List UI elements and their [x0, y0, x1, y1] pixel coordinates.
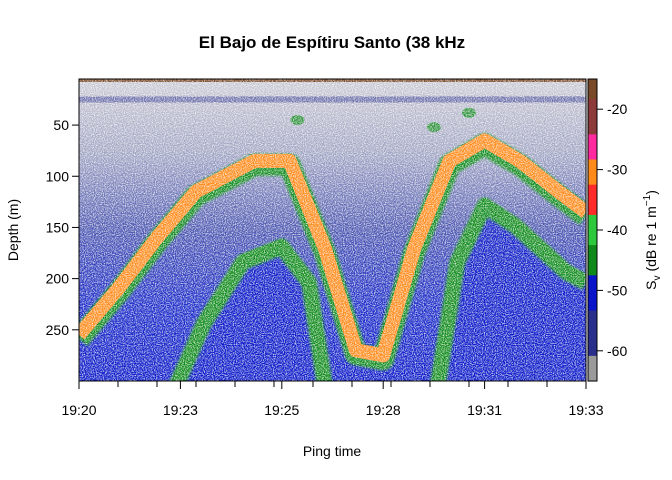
colorbar-swatch	[588, 179, 597, 186]
y-tick-label: 150	[46, 219, 70, 235]
colorbar-swatch	[588, 320, 597, 327]
colorbar-swatch	[588, 169, 597, 176]
y-axis: 50 100 150 200 250	[46, 79, 80, 381]
x-tick-label: 19:20	[61, 402, 96, 418]
y-axis-label: Depth (m)	[5, 199, 21, 261]
colorbar-swatch	[588, 194, 597, 201]
colorbar-swatch	[588, 375, 597, 382]
colorbar-swatch	[588, 114, 597, 120]
colorbar-swatch	[588, 154, 597, 161]
colorbar-swatch	[588, 295, 597, 302]
colorbar-swatch	[588, 335, 597, 342]
colorbar-swatch	[588, 265, 597, 271]
colorbar-swatch	[588, 104, 597, 110]
x-tick-label: 19:33	[568, 402, 603, 418]
colorbar-swatch	[588, 340, 597, 347]
colorbar-swatch	[588, 330, 597, 337]
colorbar-swatch	[588, 250, 597, 256]
colorbar-swatch	[588, 310, 597, 317]
colorbar-tick-label: -40	[607, 222, 627, 238]
colorbar-swatch	[588, 355, 597, 362]
colorbar-swatch	[588, 280, 597, 286]
colorbar-swatch	[588, 219, 597, 226]
colorbar-swatch	[588, 240, 597, 246]
colorbar-swatch	[588, 305, 597, 312]
colorbar-swatch	[588, 189, 597, 196]
colorbar-swatch	[588, 275, 597, 281]
colorbar-label-close: )	[643, 190, 659, 195]
colorbar-swatch	[588, 99, 597, 105]
colorbar-swatch	[588, 94, 597, 100]
colorbar-swatch	[588, 84, 597, 90]
y-tick-label: 200	[46, 271, 70, 287]
x-tick-label: 19:31	[467, 402, 502, 418]
colorbar-swatch	[588, 285, 597, 291]
colorbar-swatch	[588, 214, 597, 221]
colorbar-swatch	[588, 159, 597, 166]
colorbar-swatch	[588, 360, 597, 367]
colorbar-swatch	[588, 300, 597, 307]
colorbar-swatch	[588, 129, 597, 135]
colorbar-swatch	[588, 204, 597, 211]
colorbar-swatch	[588, 224, 597, 231]
colorbar-swatch	[588, 350, 597, 357]
colorbar-swatch	[588, 245, 597, 251]
colorbar: -20 -30 -40 -50 -60	[587, 78, 627, 382]
y-tick-label: 100	[46, 168, 70, 184]
x-tick-label: 19:23	[163, 402, 198, 418]
colorbar-tick-label: -60	[607, 343, 627, 359]
x-tick-label: 19:28	[366, 402, 401, 418]
colorbar-swatch	[588, 89, 597, 95]
colorbar-swatch	[588, 230, 597, 236]
colorbar-swatch	[588, 255, 597, 261]
colorbar-label-sub: v	[652, 276, 663, 281]
colorbar-label: Sv (dB re 1 m−1)	[642, 190, 663, 290]
colorbar-swatch	[588, 124, 597, 130]
colorbar-swatch	[588, 109, 597, 115]
colorbar-swatch	[588, 144, 597, 151]
chart-title: El Bajo de Espítiru Santo (38 kHz	[199, 33, 465, 52]
colorbar-swatch	[588, 119, 597, 125]
colorbar-swatch	[588, 149, 597, 156]
colorbar-swatch	[588, 370, 597, 377]
colorbar-swatch	[588, 184, 597, 191]
y-tick-label: 50	[53, 117, 69, 133]
colorbar-swatch	[588, 139, 597, 146]
colorbar-swatch	[588, 199, 597, 206]
colorbar-tick-label: -50	[607, 282, 627, 298]
colorbar-swatch	[588, 164, 597, 171]
echogram-plot	[79, 79, 586, 381]
colorbar-tick-label: -30	[607, 162, 627, 178]
x-axis: 19:20 19:23 19:25 19:28 19:31 19:33	[61, 380, 604, 418]
x-tick-label: 19:25	[264, 402, 299, 418]
colorbar-swatch	[588, 325, 597, 332]
colorbar-swatch	[588, 174, 597, 181]
colorbar-swatch	[588, 134, 597, 140]
y-tick-label: 250	[46, 322, 70, 338]
colorbar-swatch	[588, 79, 597, 85]
colorbar-swatch	[588, 270, 597, 276]
x-axis-label: Ping time	[303, 443, 362, 459]
colorbar-swatch	[588, 315, 597, 322]
colorbar-swatch	[588, 290, 597, 297]
colorbar-label-symbol: S	[643, 281, 659, 290]
colorbar-swatch	[588, 260, 597, 266]
colorbar-swatch	[588, 235, 597, 241]
colorbar-tick-label: -20	[607, 101, 627, 117]
colorbar-swatch	[588, 365, 597, 372]
colorbar-label-sup: −1	[642, 194, 653, 206]
speckle-overlay	[79, 79, 586, 381]
colorbar-swatch	[588, 345, 597, 352]
colorbar-label-text: (dB re 1 m	[643, 206, 659, 271]
colorbar-swatch	[588, 209, 597, 216]
